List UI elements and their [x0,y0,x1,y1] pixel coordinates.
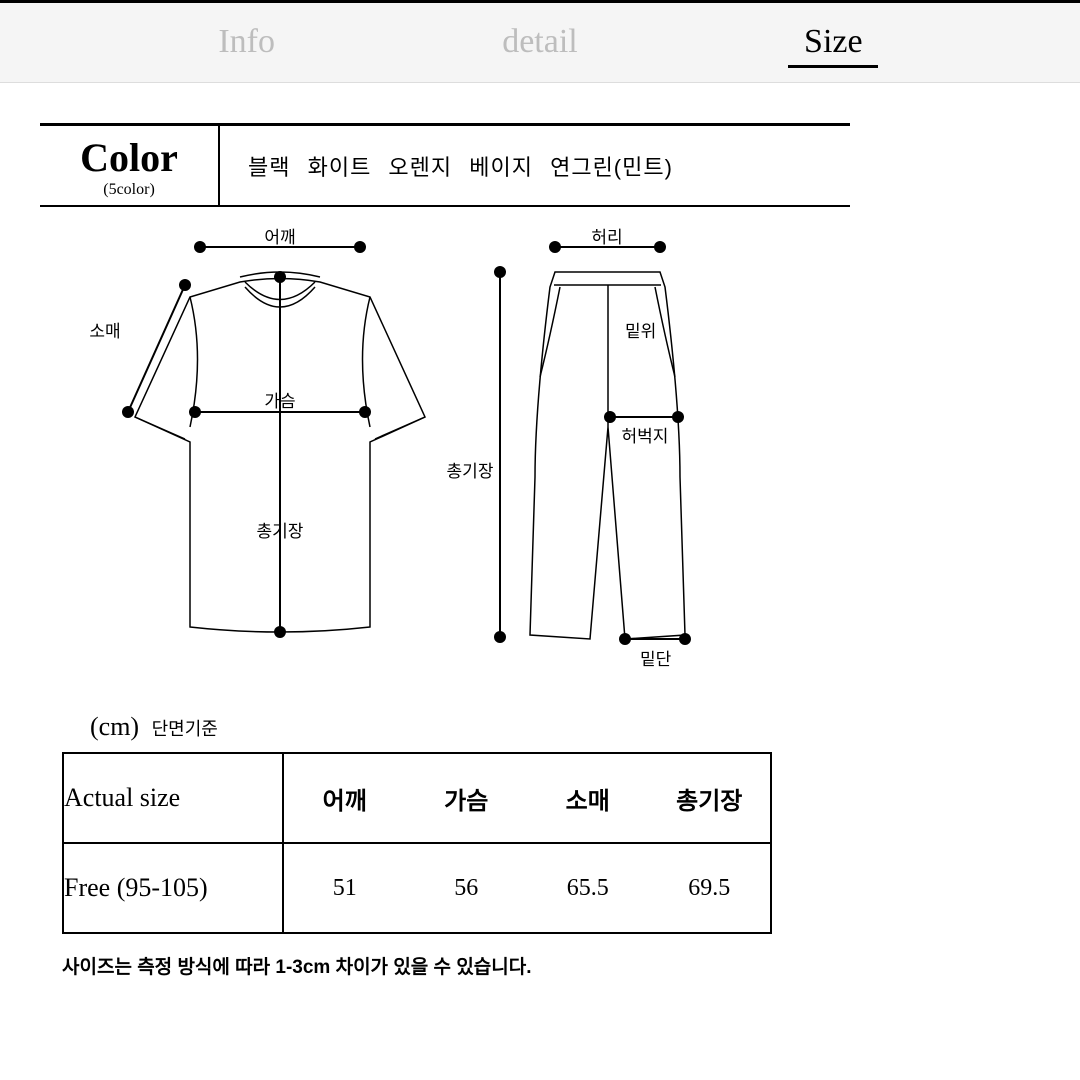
diagram-svg: 어깨 소매 [60,227,740,677]
col-1: 가슴 [406,781,528,816]
color-section: Color (5color) 블랙 화이트 오렌지 베이지 연그린(민트) [40,123,850,207]
label-thigh: 허벅지 [622,427,669,446]
tab-info[interactable]: Info [100,3,393,82]
label-shoulder: 어깨 [264,228,295,247]
tab-detail[interactable]: detail [393,3,686,82]
label-hem: 밑단 [640,650,672,669]
table-row: Free (95-105) 51 56 65.5 69.5 [63,843,771,933]
val-0: 51 [284,875,406,902]
val-3: 69.5 [649,875,771,902]
tab-detail-label: detail [502,23,578,60]
color-values: 블랙 화이트 오렌지 베이지 연그린(민트) [220,126,850,205]
col-0: 어깨 [284,781,406,816]
col-3: 총기장 [649,781,771,816]
color-subtitle: (5color) [40,181,218,199]
label-length-shirt: 총기장 [257,522,304,541]
color-title: Color [40,134,218,181]
label-sleeve: 소매 [89,322,120,341]
footnote: 사이즈는 측정 방식에 따라 1-3cm 차이가 있을 수 있습니다. [62,952,850,979]
header-columns: 어깨 가슴 소매 총기장 [283,753,771,843]
tab-info-label: Info [218,23,275,60]
col-2: 소매 [527,781,649,816]
row-values: 51 56 65.5 69.5 [283,843,771,933]
header-actual-size: Actual size [63,753,283,843]
val-1: 56 [406,875,528,902]
label-rise: 밑위 [625,322,656,341]
label-waist: 허리 [591,228,622,247]
color-header: Color (5color) [40,126,220,205]
tab-bar: Info detail Size [0,0,1080,83]
table-header-row: Actual size 어깨 가슴 소매 총기장 [63,753,771,843]
tab-size[interactable]: Size [687,3,980,82]
label-length-pants: 총기장 [447,462,494,481]
val-2: 65.5 [527,875,649,902]
size-diagram: 어깨 소매 [60,227,850,682]
size-table: Actual size 어깨 가슴 소매 총기장 Free (95-105) 5… [62,752,772,934]
unit-row: (cm) 단면기준 [90,712,850,742]
tab-size-label: Size [804,23,863,60]
unit-cm: (cm) [90,712,139,741]
unit-note: 단면기준 [152,719,218,739]
row-label: Free (95-105) [63,843,283,933]
